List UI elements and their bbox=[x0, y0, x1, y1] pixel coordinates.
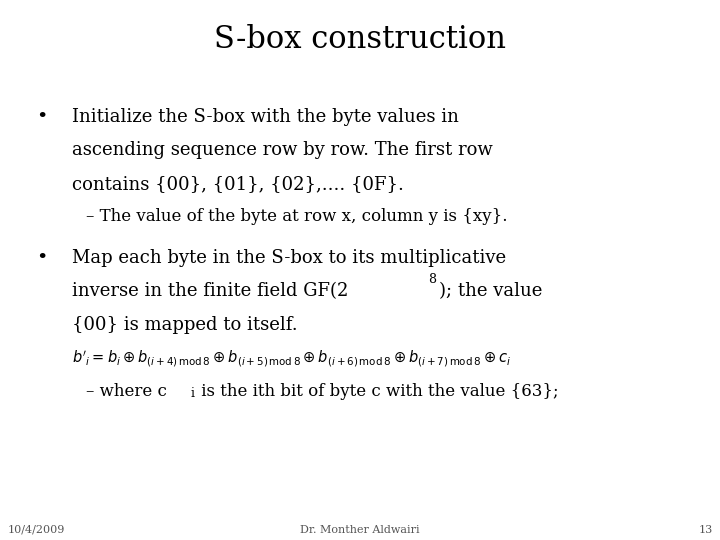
Text: $b'_i = b_i \oplus b_{(i+4)\,\mathrm{mod}\,8} \oplus b_{(i+5)\,\mathrm{mod}\,8} : $b'_i = b_i \oplus b_{(i+4)\,\mathrm{mod… bbox=[72, 349, 511, 369]
Text: ); the value: ); the value bbox=[439, 282, 542, 300]
Text: •: • bbox=[36, 108, 48, 126]
Text: 10/4/2009: 10/4/2009 bbox=[7, 524, 65, 535]
Text: – The value of the byte at row x, column y is {xy}.: – The value of the byte at row x, column… bbox=[86, 208, 508, 225]
Text: – where c: – where c bbox=[86, 382, 167, 400]
Text: {00} is mapped to itself.: {00} is mapped to itself. bbox=[72, 315, 297, 334]
Text: ascending sequence row by row. The first row: ascending sequence row by row. The first… bbox=[72, 141, 492, 159]
Text: inverse in the finite field GF(2: inverse in the finite field GF(2 bbox=[72, 282, 348, 300]
Text: 13: 13 bbox=[698, 524, 713, 535]
Text: Dr. Monther Aldwairi: Dr. Monther Aldwairi bbox=[300, 524, 420, 535]
Text: Initialize the S-box with the byte values in: Initialize the S-box with the byte value… bbox=[72, 108, 459, 126]
Text: 8: 8 bbox=[428, 273, 436, 286]
Text: i: i bbox=[191, 387, 194, 400]
Text: contains {00}, {01}, {02},.... {0F}.: contains {00}, {01}, {02},.... {0F}. bbox=[72, 175, 404, 193]
Text: is the ith bit of byte c with the value {63};: is the ith bit of byte c with the value … bbox=[196, 382, 559, 400]
Text: •: • bbox=[36, 248, 48, 267]
Text: S-box construction: S-box construction bbox=[214, 24, 506, 55]
Text: Map each byte in the S-box to its multiplicative: Map each byte in the S-box to its multip… bbox=[72, 248, 506, 267]
